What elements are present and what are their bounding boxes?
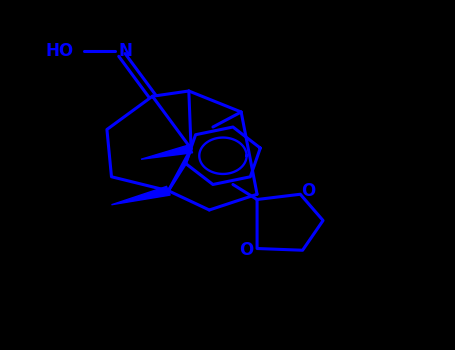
Polygon shape — [141, 145, 192, 159]
Text: O: O — [239, 241, 254, 259]
Text: N: N — [118, 42, 132, 60]
Polygon shape — [111, 187, 170, 205]
Text: HO: HO — [46, 42, 74, 60]
Text: O: O — [301, 182, 315, 201]
